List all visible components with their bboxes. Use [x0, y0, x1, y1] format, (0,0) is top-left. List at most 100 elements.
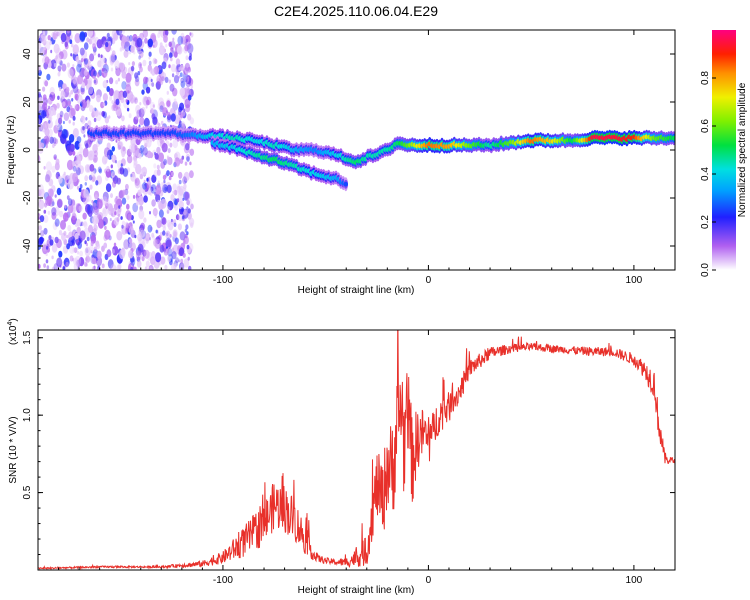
noise-speckle: [71, 98, 74, 102]
noise-speckle: [149, 267, 153, 270]
noise-speckle: [153, 239, 158, 247]
noise-speckle: [147, 38, 153, 48]
noise-speckle: [169, 52, 173, 59]
noise-speckle: [154, 58, 158, 64]
noise-speckle: [149, 237, 152, 241]
noise-speckle: [78, 187, 82, 193]
noise-speckle: [84, 182, 88, 186]
noise-speckle: [122, 189, 126, 196]
svg-text:(x104): (x104): [7, 318, 19, 345]
x-tick-label: 100: [626, 575, 643, 586]
noise-speckle: [75, 167, 81, 176]
noise-speckle: [182, 252, 186, 258]
noise-speckle: [39, 46, 45, 56]
noise-speckle: [73, 263, 79, 270]
noise-speckle: [88, 86, 94, 95]
noise-speckle: [89, 164, 95, 172]
noise-speckle: [158, 65, 162, 71]
noise-speckle: [137, 243, 144, 253]
noise-speckle: [111, 100, 114, 105]
noise-speckle: [133, 159, 138, 166]
noise-speckle: [80, 115, 86, 124]
spectrogram-panel: -100 0 100 -40 -20 0 20 40 Height of straight l…: [6, 29, 676, 296]
noise-speckle: [171, 73, 175, 78]
noise-speckle: [88, 209, 93, 218]
noise-speckle: [105, 202, 109, 209]
noise-speckle: [117, 77, 120, 82]
noise-speckle: [170, 218, 173, 223]
snr-scale-exponent: 4: [7, 322, 14, 326]
noise-speckle: [175, 101, 178, 105]
noise-speckle: [140, 145, 145, 153]
noise-speckle: [49, 40, 52, 46]
noise-speckle: [154, 153, 159, 160]
noise-speckle: [106, 86, 110, 92]
noise-speckle: [75, 166, 79, 170]
noise-speckle: [142, 182, 147, 190]
noise-speckle: [176, 64, 180, 70]
noise-speckle: [165, 230, 171, 239]
noise-speckle: [165, 237, 172, 248]
noise-speckle: [130, 263, 133, 267]
noise-speckle: [172, 37, 175, 41]
noise-speckle: [38, 114, 43, 125]
noise-speckle: [87, 155, 91, 161]
noise-speckle: [43, 227, 48, 235]
noise-speckle: [100, 63, 107, 74]
noise-speckle: [72, 160, 76, 166]
noise-speckle: [79, 250, 83, 257]
noise-speckle: [145, 86, 151, 94]
noise-speckle: [89, 60, 91, 64]
noise-speckle: [57, 95, 60, 101]
noise-speckle: [54, 138, 59, 145]
noise-speckle: [47, 35, 51, 41]
noise-speckle: [115, 98, 120, 106]
noise-speckle: [134, 144, 138, 151]
noise-speckle: [122, 168, 129, 177]
noise-speckle: [52, 143, 55, 148]
noise-speckle: [183, 171, 190, 182]
noise-speckle: [122, 146, 126, 152]
noise-speckle: [118, 30, 126, 36]
noise-speckle: [175, 69, 180, 76]
noise-speckle: [125, 99, 128, 103]
noise-speckle: [121, 224, 124, 229]
noise-speckle: [153, 69, 156, 73]
colorbar-gradient: [712, 30, 736, 270]
noise-speckle: [69, 245, 75, 254]
noise-speckle: [137, 71, 141, 76]
noise-speckle: [114, 60, 120, 69]
noise-speckle: [97, 214, 101, 219]
noise-speckle: [163, 224, 166, 229]
noise-speckle: [70, 43, 74, 48]
noise-speckle: [146, 180, 152, 189]
noise-speckle: [128, 62, 131, 66]
noise-speckle: [110, 193, 113, 199]
noise-speckle: [71, 76, 76, 84]
y-tick-label: 1.0: [22, 408, 33, 422]
noise-speckle: [121, 35, 127, 44]
noise-speckle: [43, 135, 50, 146]
noise-speckle: [114, 89, 120, 98]
noise-speckle: [78, 257, 85, 267]
noise-speckle: [46, 195, 53, 205]
noise-speckle: [111, 154, 115, 161]
noise-speckle: [158, 97, 164, 108]
noise-speckle: [126, 203, 130, 210]
noise-speckle: [89, 53, 95, 62]
noise-speckle: [42, 86, 46, 92]
noise-speckle: [135, 250, 142, 260]
noise-speckle: [64, 41, 68, 48]
noise-speckle: [52, 137, 57, 144]
noise-speckle: [145, 105, 148, 109]
noise-speckle: [166, 90, 169, 95]
noise-speckle: [169, 142, 173, 148]
noise-speckle: [57, 71, 61, 77]
noise-speckle: [41, 242, 48, 252]
noise-speckle: [178, 188, 184, 196]
noise-speckle: [82, 212, 87, 220]
noise-speckle: [161, 72, 167, 80]
noise-speckle: [125, 84, 132, 94]
noise-speckle: [60, 90, 66, 100]
noise-speckle: [146, 138, 152, 148]
